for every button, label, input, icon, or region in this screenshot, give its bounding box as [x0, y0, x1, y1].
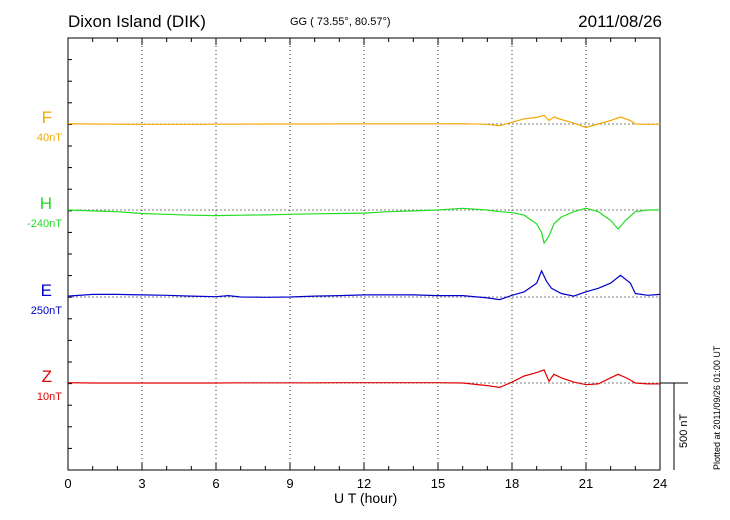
- channel-label-e: E: [12, 281, 52, 301]
- channel-offset-f: 40nT: [36, 132, 62, 144]
- x-axis-ticks: [67, 38, 661, 470]
- x-tick-label: 6: [212, 476, 220, 491]
- channel-name: F: [41, 108, 52, 127]
- plotted-timestamp: Plotted at 2011/09/26 01:00 UT: [712, 345, 722, 470]
- x-axis-title: U T (hour): [334, 490, 398, 506]
- channel-offset-h: -240nT: [27, 218, 62, 230]
- x-tick-label: 21: [578, 476, 594, 491]
- channel-name: E: [40, 281, 52, 300]
- x-tick-label: 12: [356, 476, 372, 491]
- y-axis-ticks: [68, 37, 72, 449]
- scale-bar: [660, 382, 688, 470]
- x-tick-label: 9: [286, 476, 294, 491]
- channel-label-f: F: [12, 108, 52, 128]
- scale-bar-label: 500 nT: [678, 413, 690, 448]
- channel-label-z: Z: [12, 367, 52, 387]
- series-line-e: [67, 269, 661, 301]
- date-label: 2011/08/26: [578, 12, 662, 31]
- x-tick-label: 24: [652, 476, 668, 491]
- x-tick-label: 3: [138, 476, 146, 491]
- channel-label-h: H: [12, 194, 52, 214]
- series-line-h: [67, 207, 660, 245]
- series-line-f: [67, 114, 660, 129]
- series-line-z: [67, 369, 660, 389]
- series-lines: [67, 114, 661, 389]
- channel-name: Z: [41, 367, 52, 386]
- station-coordinates: GG ( 73.55°, 80.57°): [290, 16, 391, 28]
- channel-name: H: [39, 194, 52, 213]
- x-tick-label: 0: [64, 476, 72, 491]
- station-title: Dixon Island (DIK): [68, 12, 206, 31]
- channel-offset-z: 10nT: [36, 391, 62, 403]
- grid-lines: [141, 38, 587, 470]
- x-tick-label: 18: [504, 476, 520, 491]
- channel-offset-e: 250nT: [30, 305, 62, 317]
- x-tick-label: 15: [430, 476, 446, 491]
